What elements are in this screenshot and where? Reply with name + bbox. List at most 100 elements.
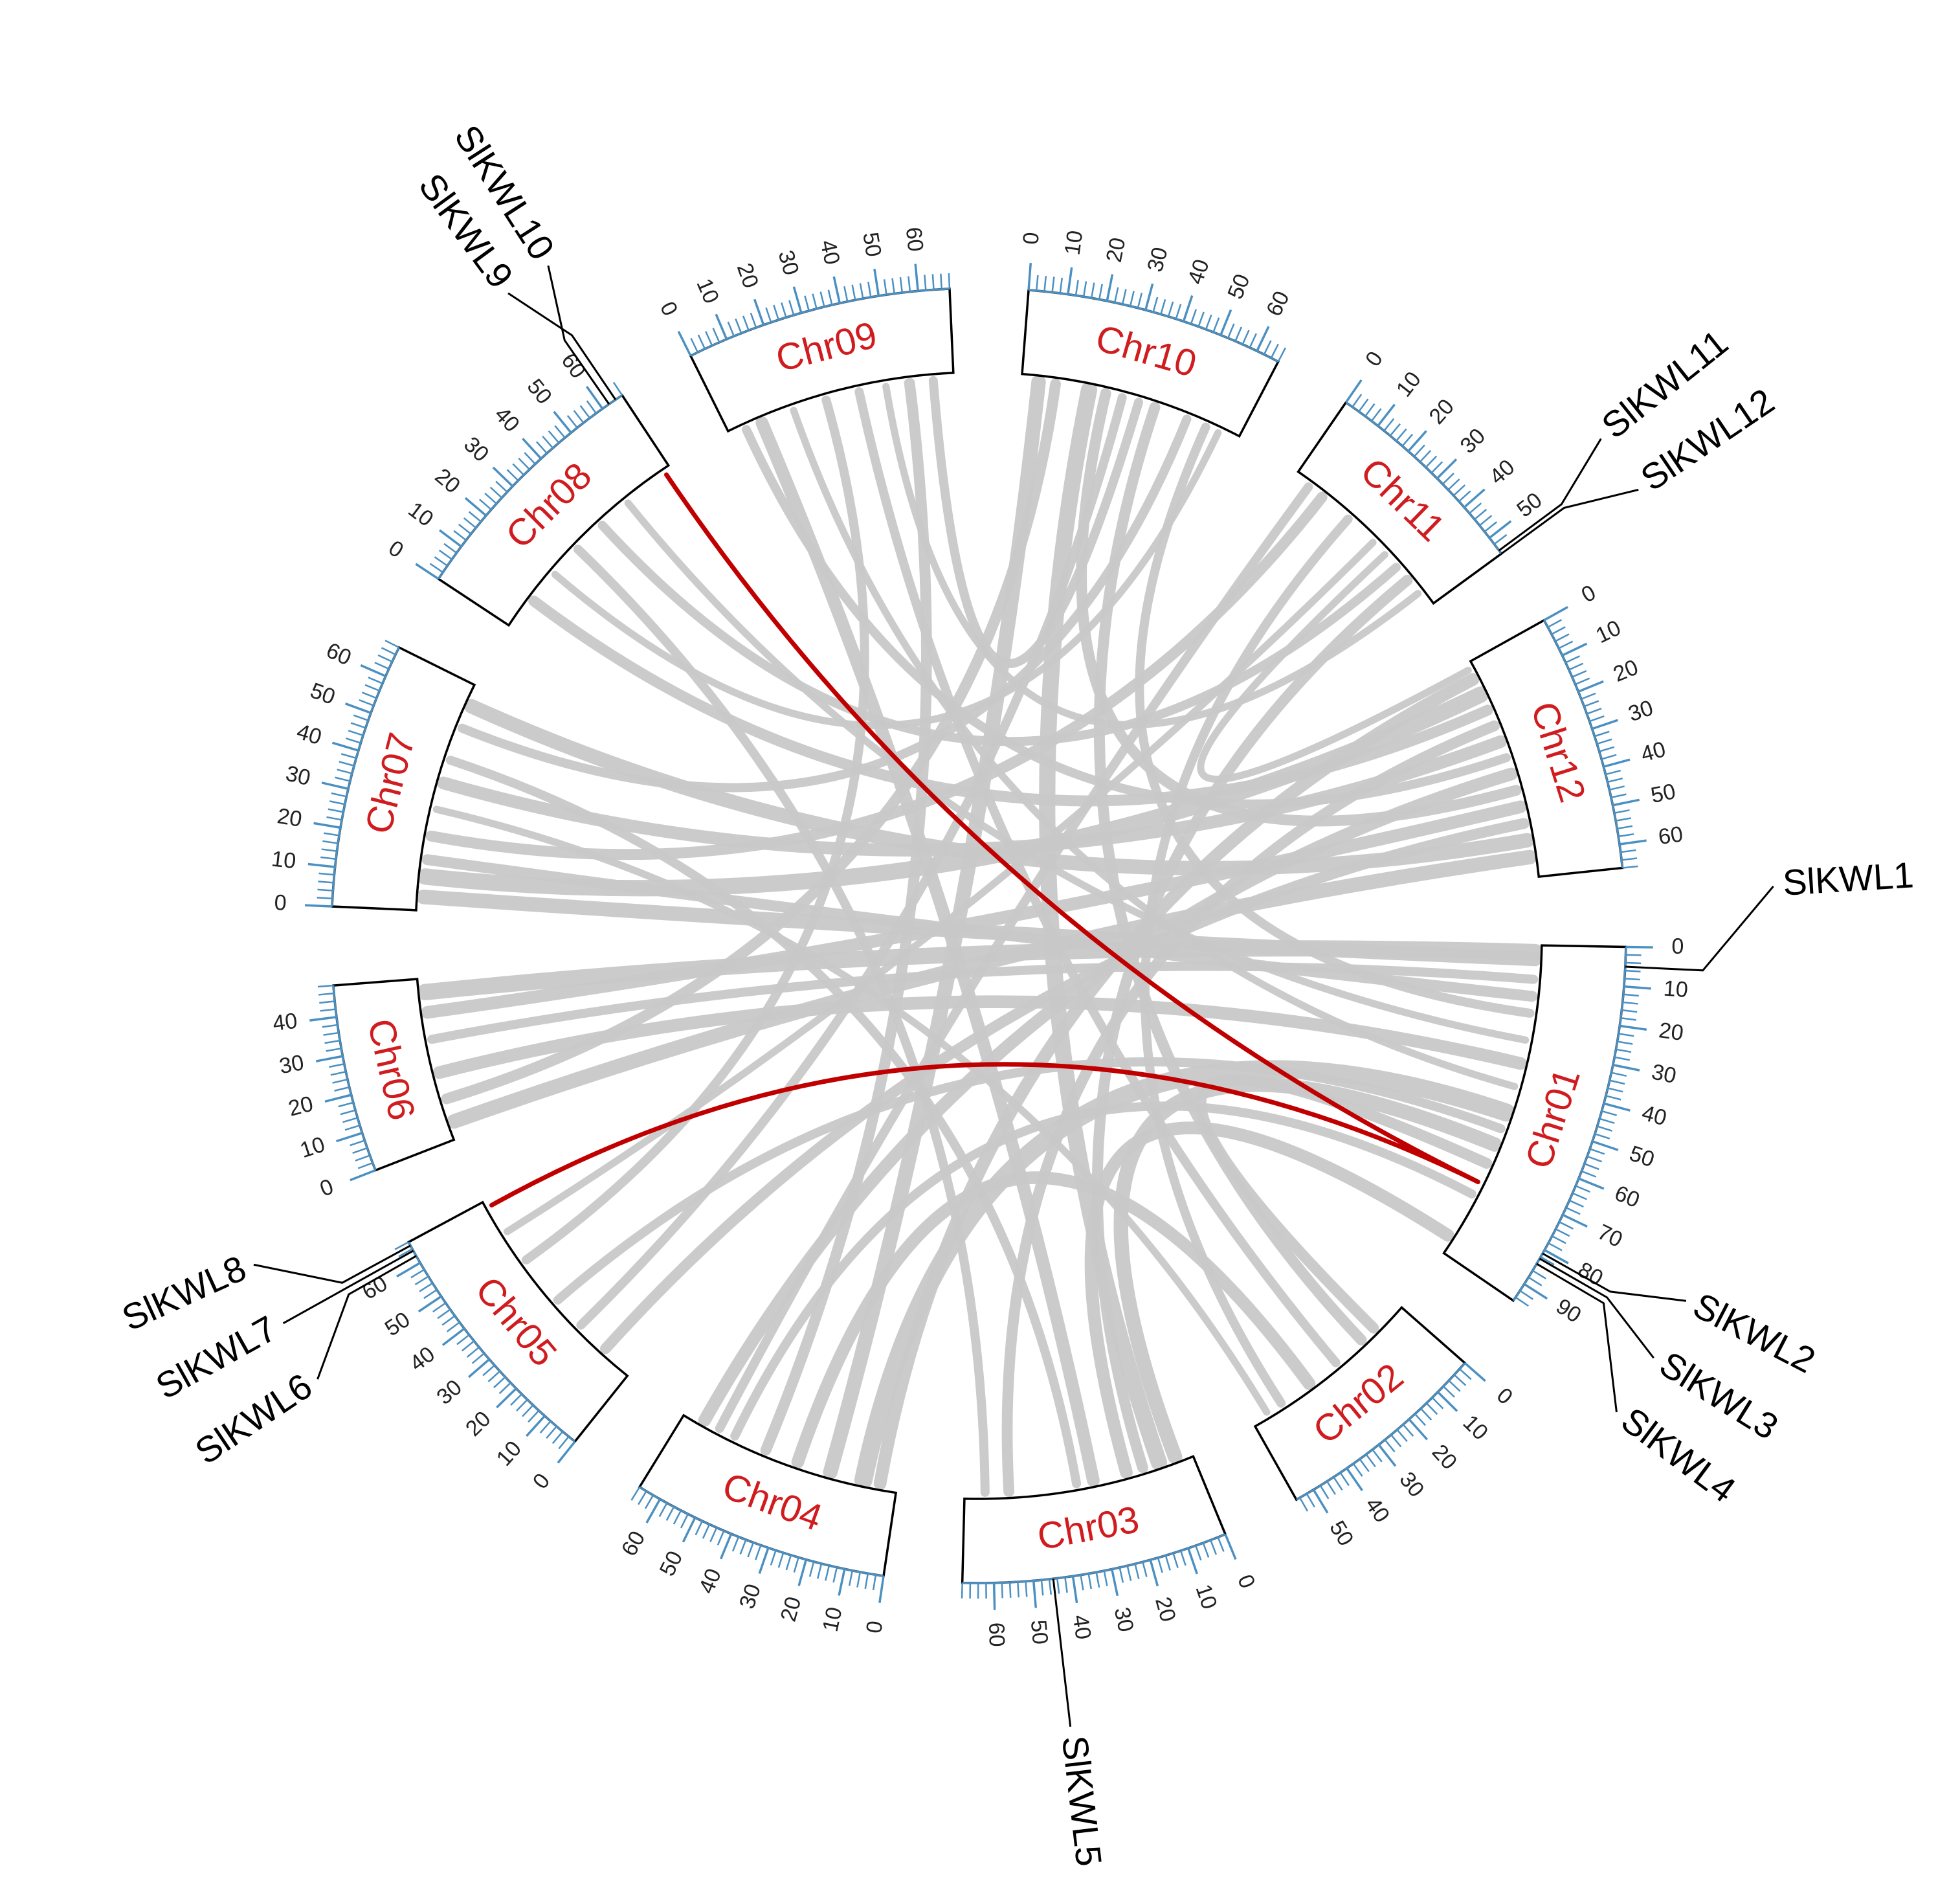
minor-tick [1401,433,1414,447]
major-tick [1619,839,1647,846]
major-tick [1256,326,1270,352]
minor-tick [326,816,342,821]
major-tick [522,438,542,460]
minor-tick [320,1008,336,1012]
minor-tick [1618,1033,1634,1037]
major-tick [439,529,462,548]
minor-tick [1090,282,1095,298]
minor-tick [1087,1573,1092,1590]
minor-tick [334,1086,350,1092]
syntenic-link [698,767,1518,1427]
minor-tick [340,753,357,759]
minor-tick [1036,275,1039,291]
minor-tick [361,691,377,699]
major-tick [1523,1283,1548,1300]
minor-tick [441,1315,456,1326]
minor-tick [522,1404,534,1417]
minor-tick [819,291,825,308]
minor-tick [1609,785,1625,791]
minor-tick [1389,423,1401,436]
tick-label: 60 [1657,822,1685,849]
major-tick [350,1169,376,1182]
minor-tick [872,1575,877,1591]
minor-tick [437,1309,451,1320]
gene-leader-line [1625,885,1774,972]
minor-tick [1197,311,1205,327]
minor-tick [709,1527,718,1542]
tick-label: 20 [1657,1018,1685,1046]
tick-label: 10 [403,497,438,532]
minor-tick [1623,993,1639,997]
tick-label: 40 [1183,256,1214,287]
tick-label: 30 [1394,1467,1429,1501]
tick-label: 30 [1456,423,1491,458]
minor-tick [1605,1095,1621,1101]
minor-tick [410,1268,425,1279]
syntenic-link [504,539,1377,1235]
major-tick [336,1132,363,1143]
minor-tick [489,486,503,499]
tick-label: 50 [655,1547,688,1580]
minor-tick [398,1248,413,1257]
minor-tick [1599,746,1615,752]
minor-tick [324,832,340,837]
minor-tick [322,840,339,844]
minor-tick [1532,1270,1546,1279]
minor-tick [1172,1553,1179,1569]
minor-tick [773,304,779,320]
major-tick [1603,758,1631,768]
minor-tick [374,662,390,670]
minor-tick [1617,825,1633,830]
minor-tick [1589,1148,1605,1155]
major-tick [645,1498,662,1523]
major-tick [1623,985,1651,990]
minor-tick [542,436,553,449]
minor-tick [1299,1497,1309,1512]
minor-tick [1548,1242,1563,1252]
minor-tick [793,1557,799,1573]
minor-tick [1575,1185,1590,1193]
minor-tick [337,769,353,774]
minor-tick [827,289,833,306]
minor-tick [323,1031,339,1036]
minor-tick [812,293,818,309]
minor-tick [579,405,591,419]
major-tick [719,1533,733,1560]
minor-tick [348,730,364,737]
minor-tick [330,1071,346,1076]
minor-tick [1555,1228,1570,1237]
minor-tick [891,278,895,294]
minor-tick [495,480,508,493]
minor-tick [586,400,597,414]
syntenic-link [447,849,1537,1129]
minor-tick [1040,1580,1044,1596]
minor-tick [781,302,787,318]
minor-tick [332,1078,348,1084]
minor-tick [1270,343,1279,359]
minor-tick [345,737,361,744]
major-tick [360,664,386,677]
major-tick [797,1559,808,1586]
tick-label: 0 [1577,580,1600,607]
minor-tick [1396,428,1407,442]
minor-tick [739,1539,747,1555]
highlight-link-chr01-chr05 [489,1062,1480,1208]
minor-tick [1402,1424,1414,1437]
tick-label: 50 [1649,779,1678,808]
minor-tick [1547,619,1562,628]
major-tick [1149,1559,1159,1587]
syntenic-link [928,376,1143,668]
minor-tick [573,410,585,423]
minor-tick [1056,1578,1060,1594]
minor-tick [443,543,458,554]
minor-tick [1210,1540,1218,1555]
syntenic-link [551,429,1222,729]
minor-tick [498,1382,511,1395]
minor-tick [318,872,335,876]
major-tick [677,331,692,357]
major-tick [1561,642,1588,657]
